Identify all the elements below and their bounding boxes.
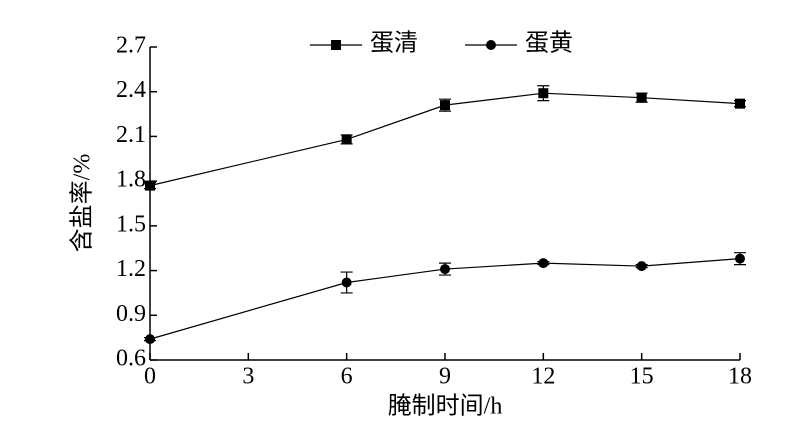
- legend-label: 蛋清: [370, 30, 418, 57]
- y-tick-label: 1.2: [116, 256, 146, 282]
- y-tick-label: 1.5: [116, 211, 146, 237]
- marker: [440, 100, 450, 111]
- series-line: [149, 92, 741, 187]
- x-tick-label: 15: [630, 364, 654, 390]
- marker: [735, 98, 745, 109]
- legend-marker: [331, 40, 341, 50]
- marker: [341, 277, 352, 288]
- marker: [636, 261, 647, 272]
- x-axis-title: 腌制时间/h: [388, 393, 503, 420]
- x-tick-label: 6: [341, 364, 353, 390]
- x-tick-label: 12: [531, 364, 555, 390]
- marker: [735, 253, 745, 264]
- y-tick-label: 2.1: [116, 122, 146, 148]
- x-tick-label: 3: [242, 364, 254, 390]
- series-line: [149, 258, 741, 340]
- marker: [538, 88, 549, 99]
- y-tick-label: 1.8: [116, 167, 146, 193]
- x-tick-label: 0: [144, 364, 156, 390]
- y-tick-label: 2.7: [116, 33, 146, 59]
- marker: [440, 264, 450, 275]
- legend-marker: [486, 40, 496, 50]
- marker: [341, 134, 352, 145]
- marker: [636, 92, 647, 103]
- x-tick-label: 18: [728, 364, 752, 390]
- marker: [145, 334, 155, 345]
- marker: [145, 180, 155, 191]
- legend-label: 蛋黄: [525, 30, 573, 57]
- y-tick-label: 0.6: [116, 346, 146, 372]
- y-axis-title: 含盐率/%: [69, 154, 96, 253]
- marker: [538, 258, 549, 269]
- y-tick-label: 0.9: [116, 301, 146, 327]
- y-tick-label: 2.4: [116, 77, 146, 103]
- x-tick-label: 9: [439, 364, 451, 390]
